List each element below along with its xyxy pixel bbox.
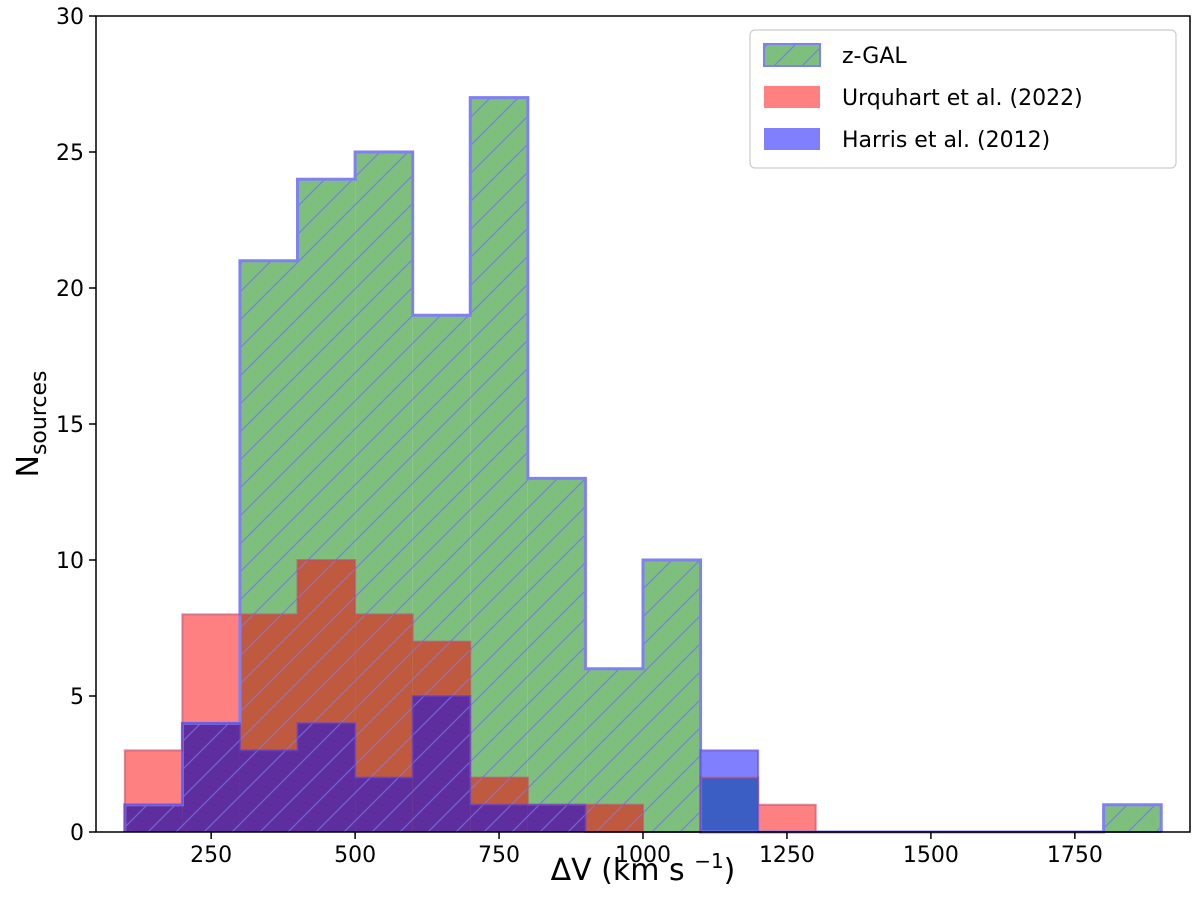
zgal-bar-hatch [470, 97, 528, 833]
x-axis-title: ΔV (km s −1) [551, 849, 736, 888]
y-tick-label: 25 [56, 141, 84, 166]
legend-label-harris: Harris et al. (2012) [842, 128, 1050, 153]
legend-label-urquhart: Urquhart et al. (2022) [842, 86, 1083, 111]
y-tick-label: 30 [56, 5, 84, 30]
urquhart-bar [124, 750, 183, 805]
x-tick-label: 500 [334, 843, 376, 868]
bars-layer [123, 96, 1163, 834]
overlap-hatch [124, 804, 183, 832]
y-tick-label: 10 [56, 549, 84, 574]
y-tick-label: 20 [56, 277, 84, 302]
legend-label-zgal: z-GAL [842, 44, 907, 69]
harris-bar-overlap [700, 777, 759, 832]
x-tick-label: 1000 [615, 843, 671, 868]
zgal-bar-hatch [1103, 804, 1162, 832]
x-tick-label: 1500 [903, 843, 959, 868]
axes-layer: 250 500 750 1000 1250 1500 1750 0 5 10 15 20 25 30 ΔV … [11, 5, 1191, 888]
y-tick-label: 15 [56, 413, 84, 438]
legend: z-GAL Urquhart et al. (2022) Harris et al.… [749, 29, 1177, 169]
urquhart-bar [182, 614, 240, 724]
overlap-hatch [182, 723, 240, 832]
zgal-bar-hatch [643, 560, 701, 832]
legend-swatch-urquhart [764, 86, 820, 108]
legend-box [749, 29, 1177, 169]
zgal-bar-hatch [527, 478, 586, 832]
overlap-hatch [355, 614, 413, 832]
x-tick-label: 750 [478, 843, 520, 868]
y-tick-label: 0 [70, 821, 84, 846]
x-tick-label: 250 [190, 843, 232, 868]
legend-swatch-hatch [763, 43, 821, 67]
harris-bar [700, 750, 759, 778]
y-axis-title: Nsources [11, 371, 52, 478]
overlap-hatch [297, 560, 356, 832]
overlap-hatch [585, 804, 643, 832]
overlap-hatch [412, 641, 471, 832]
x-tick-label: 1250 [759, 843, 815, 868]
y-tick-label: 5 [70, 685, 84, 710]
overlap-hatch [527, 804, 586, 832]
overlap-hatch [239, 614, 298, 832]
x-tick-label: 1750 [1047, 843, 1103, 868]
legend-swatch-harris [764, 128, 820, 150]
urquhart-bar [758, 804, 816, 832]
